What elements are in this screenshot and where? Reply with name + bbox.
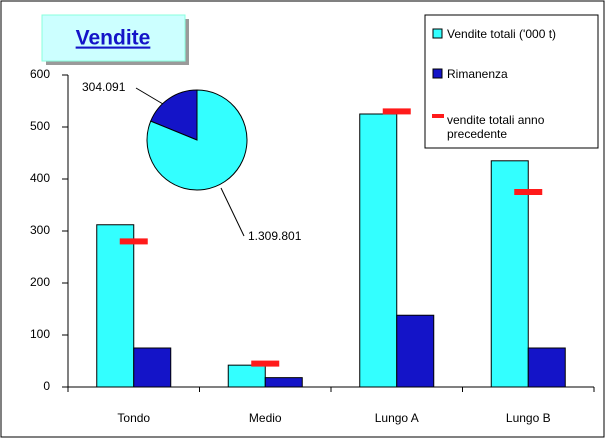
legend-swatch — [432, 114, 444, 118]
y-tick-label: 200 — [30, 275, 50, 289]
x-tick-label: Medio — [249, 411, 282, 425]
x-tick-label: Tondo — [117, 411, 150, 425]
legend-swatch — [432, 68, 443, 79]
marker — [251, 360, 280, 367]
x-tick-label: Lungo B — [506, 411, 551, 425]
bar — [264, 377, 303, 388]
legend-box — [424, 14, 599, 149]
y-tick-label: 400 — [30, 171, 50, 185]
title-box — [41, 14, 186, 62]
legend-label: Vendite totali ('000 t) — [447, 27, 557, 41]
legend-label: Rimanenza — [447, 67, 508, 81]
y-tick-label: 500 — [30, 119, 50, 133]
pie-label: 1.309.801 — [248, 229, 302, 243]
y-tick-label: 300 — [30, 223, 50, 237]
bar — [96, 224, 135, 388]
bar — [359, 113, 398, 388]
bar — [133, 347, 172, 388]
bar — [527, 347, 566, 388]
y-tick-label: 100 — [30, 327, 50, 341]
pie-label: 304.091 — [82, 80, 126, 94]
legend-swatch — [432, 28, 443, 39]
bar — [490, 160, 529, 388]
chart-title: Vendite — [76, 27, 151, 50]
marker — [119, 238, 148, 245]
x-tick-label: Lungo A — [375, 411, 419, 425]
marker — [514, 189, 543, 195]
y-tick-label: 0 — [43, 379, 50, 393]
bar — [227, 364, 266, 388]
marker — [382, 108, 411, 115]
pie-leader — [220, 187, 245, 237]
legend-label: vendite totali anno precedente — [447, 113, 545, 141]
y-tick-label: 600 — [30, 67, 50, 81]
pie-slice — [150, 89, 198, 141]
bar — [396, 314, 435, 388]
pie-slice — [146, 89, 248, 191]
